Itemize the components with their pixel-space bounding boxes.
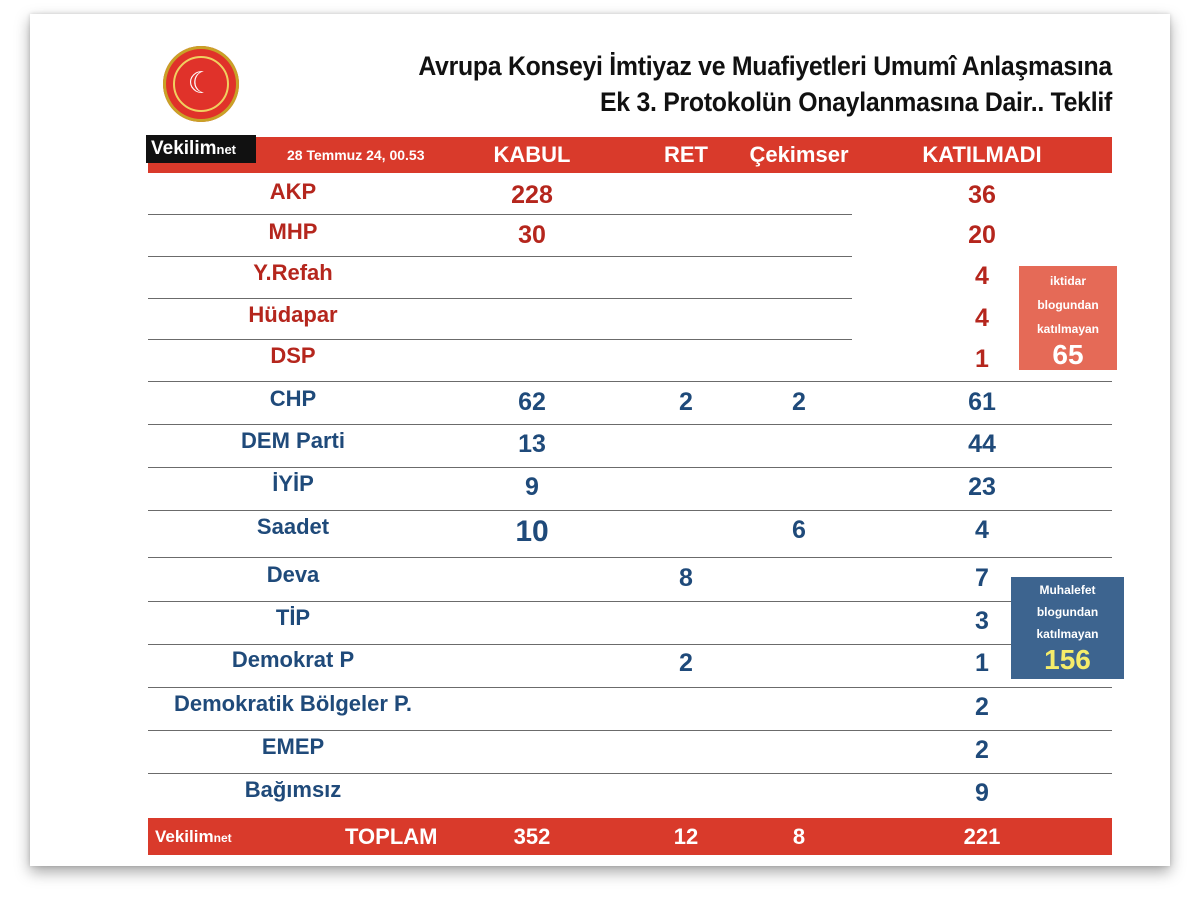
row-divider [148,298,852,299]
cell-katilmadi: 1 [975,649,989,677]
iktidar-box-line3: katılmayan [1036,322,1100,336]
cell-katilmadi: 36 [968,181,996,209]
vote-date: 28 Temmuz 24, 00.53 [287,147,425,163]
cell-katilmadi: 4 [975,262,989,290]
total-katilmadi: 221 [963,824,1001,849]
row-divider [148,773,1112,774]
cell-katilmadi: 4 [975,516,989,544]
row-divider [148,424,1112,425]
cell-katilmadi: 2 [975,736,989,764]
row-divider [148,381,1112,382]
cell-katilmadi: 61 [968,388,996,416]
row-divider [148,687,1112,688]
cell-katilmadi: 2 [975,693,989,721]
muhalefet-box-line1: Muhalefet [1039,583,1096,597]
cell-katilmadi: 3 [975,607,989,635]
iktidar-box-line1: iktidar [1049,274,1086,288]
title-line-2: Ek 3. Protokolün Onaylanmasına Dair.. Te… [600,87,1112,117]
row-divider [148,467,1112,468]
party-name: Demokrat P [231,647,355,672]
title-line-1: Avrupa Konseyi İmtiyaz ve Muafiyetleri U… [418,51,1112,81]
header-cekimser: Çekimser [749,142,849,167]
tbmm-emblem-icon: ☾ [163,46,239,122]
cell-katilmadi: 1 [975,345,989,373]
muhalefet-box-line2: blogundan [1036,605,1099,619]
party-name: Bağımsız [244,777,342,802]
cell-katilmadi: 23 [968,473,996,501]
cell-katilmadi: 9 [975,779,989,807]
page-title: Avrupa Konseyi İmtiyaz ve Muafiyetleri U… [418,48,1112,120]
cell-kabul: 10 [515,515,549,548]
cell-katilmadi: 7 [975,564,989,592]
iktidar-box-value: 65 [1052,339,1084,370]
cell-katilmadi: 4 [975,304,989,332]
total-bar [148,818,1112,855]
party-name: EMEP [261,734,325,759]
row-divider [148,510,1112,511]
row-divider [148,214,852,215]
total-kabul: 352 [513,824,551,849]
cell-ret: 2 [679,388,693,416]
party-name: Hüdapar [248,302,338,327]
row-divider [148,730,1112,731]
cell-ret: 8 [679,564,693,592]
row-divider [148,339,852,340]
total-cekimser: 8 [792,824,806,849]
party-name: TİP [275,605,311,630]
cell-kabul: 228 [511,181,553,209]
party-name: Saadet [256,514,330,539]
party-name: Deva [266,562,320,587]
cell-katilmadi: 44 [968,430,996,458]
row-divider [148,601,1112,602]
muhalefet-box-value: 156 [1044,644,1091,675]
cell-kabul: 62 [518,388,546,416]
party-name: DEM Parti [241,428,345,453]
party-name: Y.Refah [253,260,333,285]
table-header-bar [148,137,1112,173]
row-divider [148,256,852,257]
cell-kabul: 13 [518,430,546,458]
party-name: İYİP [272,471,314,496]
muhalefet-absent-box: Muhalefet blogundan katılmayan 156 [1011,577,1124,679]
footer-brand: Vekilimnet [155,818,232,855]
footer-brand-name: Vekilim [155,827,214,846]
brand-suffix: net [216,142,237,157]
footer-brand-suffix: net [213,831,232,845]
total-ret: 12 [673,824,699,849]
iktidar-absent-box: iktidar blogundan katılmayan 65 [1019,266,1117,370]
iktidar-box-line2: blogundan [1037,298,1099,312]
header-kabul: KABUL [493,142,571,167]
party-name: Demokratik Bölgeler P. [173,691,413,716]
row-divider [148,644,1112,645]
cell-kabul: 9 [525,473,539,501]
party-name: AKP [269,179,317,204]
cell-katilmadi: 20 [968,221,996,249]
header-katilmadi: KATILMADI [922,142,1042,167]
muhalefet-box-line3: katılmayan [1036,627,1099,641]
total-label: TOPLAM [345,824,438,849]
cell-cekimser: 2 [792,388,806,416]
brand-logo: Vekilimnet [146,135,256,163]
party-name: DSP [270,343,316,368]
cell-ret: 2 [679,649,693,677]
brand-name: Vekilim [151,138,217,159]
row-divider [148,557,1112,558]
cell-kabul: 30 [518,221,546,249]
header-ret: RET [664,142,708,167]
party-name: MHP [268,219,318,244]
party-name: CHP [269,386,317,411]
cell-cekimser: 6 [792,516,806,544]
